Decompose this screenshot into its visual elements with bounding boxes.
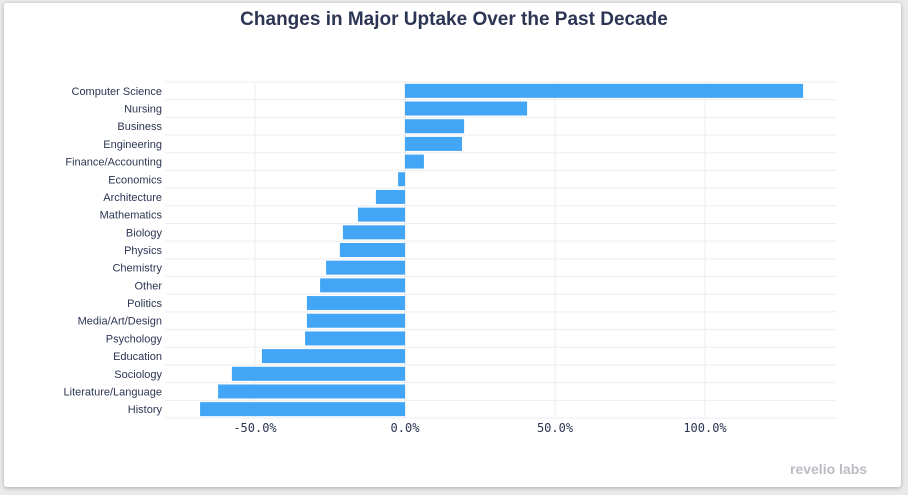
bar bbox=[405, 119, 465, 134]
bar bbox=[398, 172, 405, 187]
bar bbox=[305, 331, 405, 346]
bar bbox=[405, 154, 424, 169]
bar bbox=[306, 313, 405, 328]
chart-card bbox=[4, 3, 901, 487]
x-tick-label: 50.0% bbox=[537, 421, 574, 435]
category-label: Economics bbox=[108, 174, 162, 186]
category-label: History bbox=[128, 404, 163, 416]
category-label: Sociology bbox=[114, 369, 162, 381]
bar bbox=[405, 83, 804, 98]
bar bbox=[326, 260, 405, 275]
x-tick-label: 0.0% bbox=[391, 421, 421, 435]
category-label: Computer Science bbox=[72, 86, 163, 98]
category-label: Finance/Accounting bbox=[65, 157, 162, 169]
category-label: Literature/Language bbox=[64, 386, 162, 398]
chart-title: Changes in Major Uptake Over the Past De… bbox=[240, 9, 668, 30]
category-label: Education bbox=[113, 351, 162, 363]
bar bbox=[342, 225, 405, 240]
bar bbox=[306, 296, 405, 311]
bar bbox=[405, 136, 462, 151]
category-label: Chemistry bbox=[112, 263, 162, 275]
category-labels: Computer Science Nursing Business Engineeri… bbox=[64, 86, 163, 416]
bar bbox=[231, 366, 405, 381]
category-label: Psychology bbox=[106, 333, 163, 345]
category-label: Politics bbox=[127, 298, 162, 310]
grid-lines bbox=[165, 81, 836, 419]
bars bbox=[200, 83, 804, 417]
bar bbox=[375, 189, 405, 204]
bar bbox=[261, 349, 405, 364]
category-label: Media/Art/Design bbox=[78, 316, 162, 328]
x-tick-label: -50.0% bbox=[233, 421, 277, 435]
category-label: Architecture bbox=[103, 192, 162, 204]
category-label: Biology bbox=[126, 227, 163, 239]
bar bbox=[320, 278, 405, 293]
category-label: Engineering bbox=[103, 139, 162, 151]
category-label: Mathematics bbox=[100, 210, 163, 222]
x-tick-labels: -50.0% 0.0% 50.0% 100.0% bbox=[233, 421, 727, 435]
bar bbox=[200, 402, 405, 417]
category-label: Other bbox=[134, 280, 162, 292]
revelio-labs-logo: revelio labs bbox=[790, 461, 868, 477]
bar bbox=[405, 101, 528, 116]
bar bbox=[357, 207, 405, 222]
category-label: Physics bbox=[124, 245, 162, 257]
x-tick-label: 100.0% bbox=[683, 421, 727, 435]
bar bbox=[339, 243, 405, 257]
bar bbox=[218, 384, 405, 399]
category-label: Business bbox=[117, 121, 162, 133]
category-label: Nursing bbox=[124, 104, 162, 116]
